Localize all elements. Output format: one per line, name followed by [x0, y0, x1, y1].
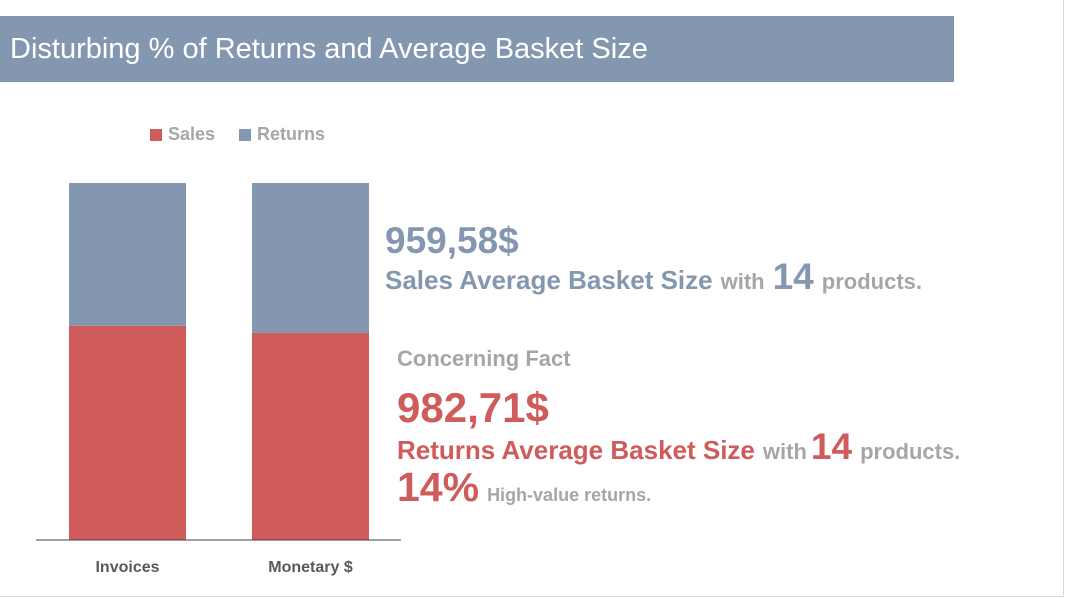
title-bar: Disturbing % of Returns and Average Bask… [0, 16, 954, 82]
bar-returns-invoices [69, 183, 186, 326]
legend-item-sales: Sales [150, 124, 215, 145]
high-value-returns-percent: 14% [397, 464, 480, 510]
x-tick-label: Invoices [95, 559, 159, 576]
legend-label-sales: Sales [168, 124, 216, 144]
returns-connector: with [762, 439, 807, 464]
bar-sales-monetary [252, 332, 369, 540]
high-value-returns-line: 14% High-value returns. [397, 464, 651, 511]
returns-basket-amount: 982,71$ [397, 384, 549, 431]
x-tick-label: Monetary $ [268, 559, 353, 576]
returns-basket-line: Returns Average Basket Size with 14 prod… [397, 426, 960, 468]
high-value-returns-label: High-value returns. [487, 485, 652, 505]
legend-item-returns: Returns [239, 124, 325, 145]
sales-connector: with [720, 269, 765, 294]
returns-product-count: 14 [810, 426, 853, 467]
legend-label-returns: Returns [257, 124, 326, 144]
returns-product-suffix: products. [860, 439, 961, 464]
sales-product-count: 14 [772, 256, 814, 297]
concerning-fact-heading: Concerning Fact [397, 346, 571, 371]
sales-basket-label: Sales Average Basket Size [385, 265, 713, 295]
sales-product-suffix: products. [821, 269, 922, 294]
legend-swatch-sales [150, 128, 162, 141]
page-title: Disturbing % of Returns and Average Bask… [10, 33, 648, 65]
returns-basket-label: Returns Average Basket Size [397, 435, 755, 465]
stacked-bar-chart: Invoices Monetary $ [36, 183, 401, 576]
bar-sales-invoices [69, 325, 186, 540]
sales-basket-amount: 959,58$ [385, 220, 519, 261]
legend-swatch-returns [239, 128, 251, 141]
sales-basket-line: Sales Average Basket Size with 14 produc… [385, 256, 922, 298]
bar-returns-monetary [252, 183, 369, 333]
